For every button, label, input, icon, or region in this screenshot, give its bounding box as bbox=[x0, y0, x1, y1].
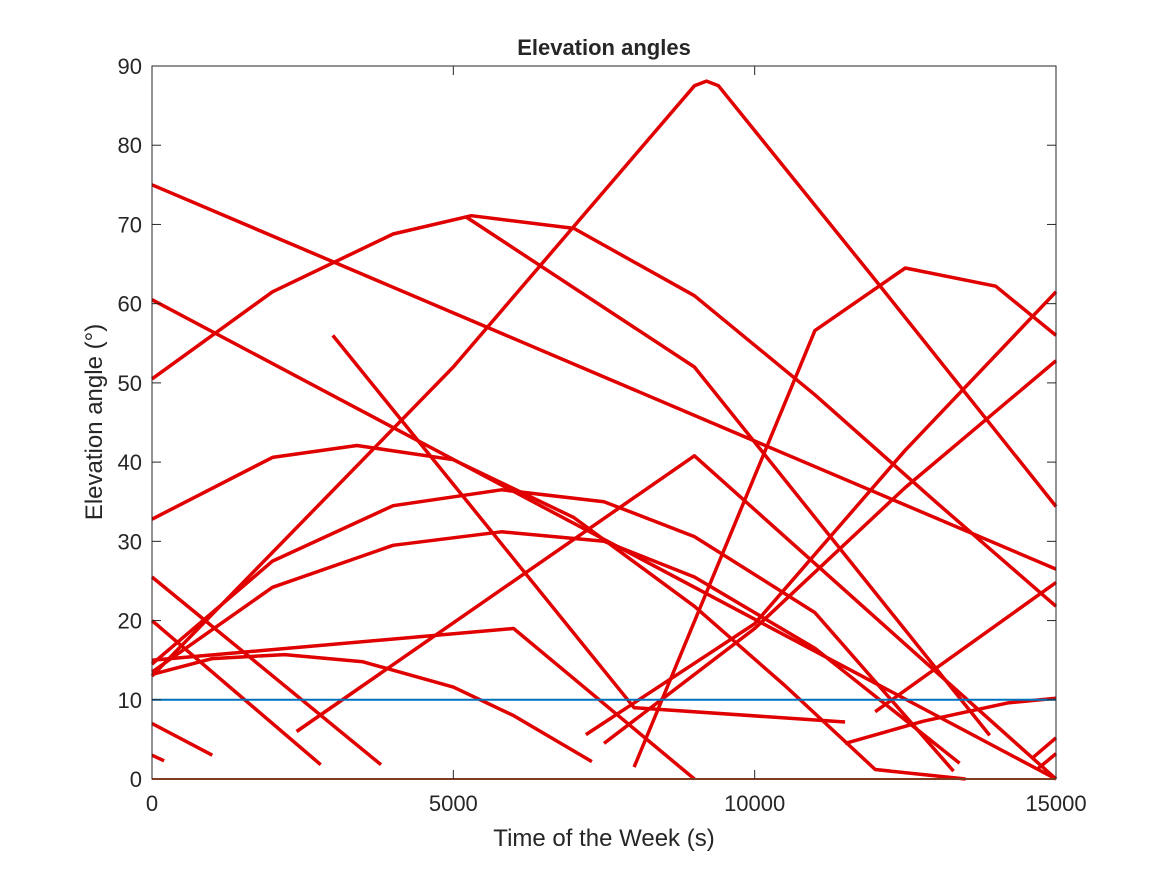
plot-box bbox=[151, 65, 1057, 780]
y-tick-label: 10 bbox=[118, 688, 142, 713]
y-tick-label: 30 bbox=[118, 529, 142, 554]
y-tick-label: 60 bbox=[118, 292, 142, 317]
y-tick-label: 40 bbox=[118, 450, 142, 475]
y-tick-label: 20 bbox=[118, 609, 142, 634]
series-layer bbox=[150, 79, 1058, 781]
satellite-elevation-line-19 bbox=[464, 215, 992, 737]
y-tick-label: 70 bbox=[118, 212, 142, 237]
satellite-elevation-line-4 bbox=[151, 443, 966, 781]
axes-frame bbox=[151, 65, 1057, 780]
x-axis-label: Time of the Week (s) bbox=[493, 825, 714, 852]
satellite-elevation-line-11 bbox=[151, 721, 214, 757]
satellite-elevation-line-17 bbox=[331, 334, 846, 724]
y-tick-label: 90 bbox=[118, 54, 142, 79]
satellite-elevation-line-16 bbox=[602, 359, 1058, 745]
y-axis-ticks: 0 10 20 30 40 50 60 70 80 90 bbox=[118, 54, 1056, 792]
y-tick-label: 80 bbox=[118, 133, 142, 158]
x-tick-label: 15000 bbox=[1025, 791, 1086, 816]
satellite-elevation-line-18 bbox=[632, 266, 1058, 768]
satellite-elevation-line-1 bbox=[151, 183, 1057, 571]
satellite-elevation-line-9 bbox=[150, 619, 322, 767]
satellite-elevation-line-13 bbox=[151, 626, 696, 781]
satellite-elevation-line-22 bbox=[1030, 736, 1058, 760]
y-tick-label: 50 bbox=[118, 371, 142, 396]
x-axis-ticks: 0 5000 10000 15000 bbox=[146, 66, 1087, 816]
satellite-elevation-line-23 bbox=[1036, 752, 1058, 771]
x-tick-label: 10000 bbox=[724, 791, 785, 816]
x-tick-label: 0 bbox=[146, 791, 158, 816]
satellite-elevation-line-21 bbox=[874, 581, 1058, 714]
satellite-elevation-line-8 bbox=[150, 79, 1058, 678]
satellite-elevation-line-10 bbox=[150, 575, 383, 767]
chart-title: Elevation angles bbox=[517, 35, 691, 60]
x-tick-label: 5000 bbox=[429, 791, 478, 816]
satellite-elevation-line-12 bbox=[151, 753, 165, 763]
satellite-elevation-line-5 bbox=[150, 488, 955, 773]
y-axis-label: Elevation angle (°) bbox=[81, 324, 108, 520]
satellite-elevation-line-7 bbox=[151, 652, 593, 764]
satellite-elevation-line-6 bbox=[150, 530, 961, 765]
plot-background bbox=[152, 66, 1056, 779]
y-tick-label: 0 bbox=[130, 767, 142, 792]
satellite-elevation-line-14 bbox=[295, 454, 1058, 781]
